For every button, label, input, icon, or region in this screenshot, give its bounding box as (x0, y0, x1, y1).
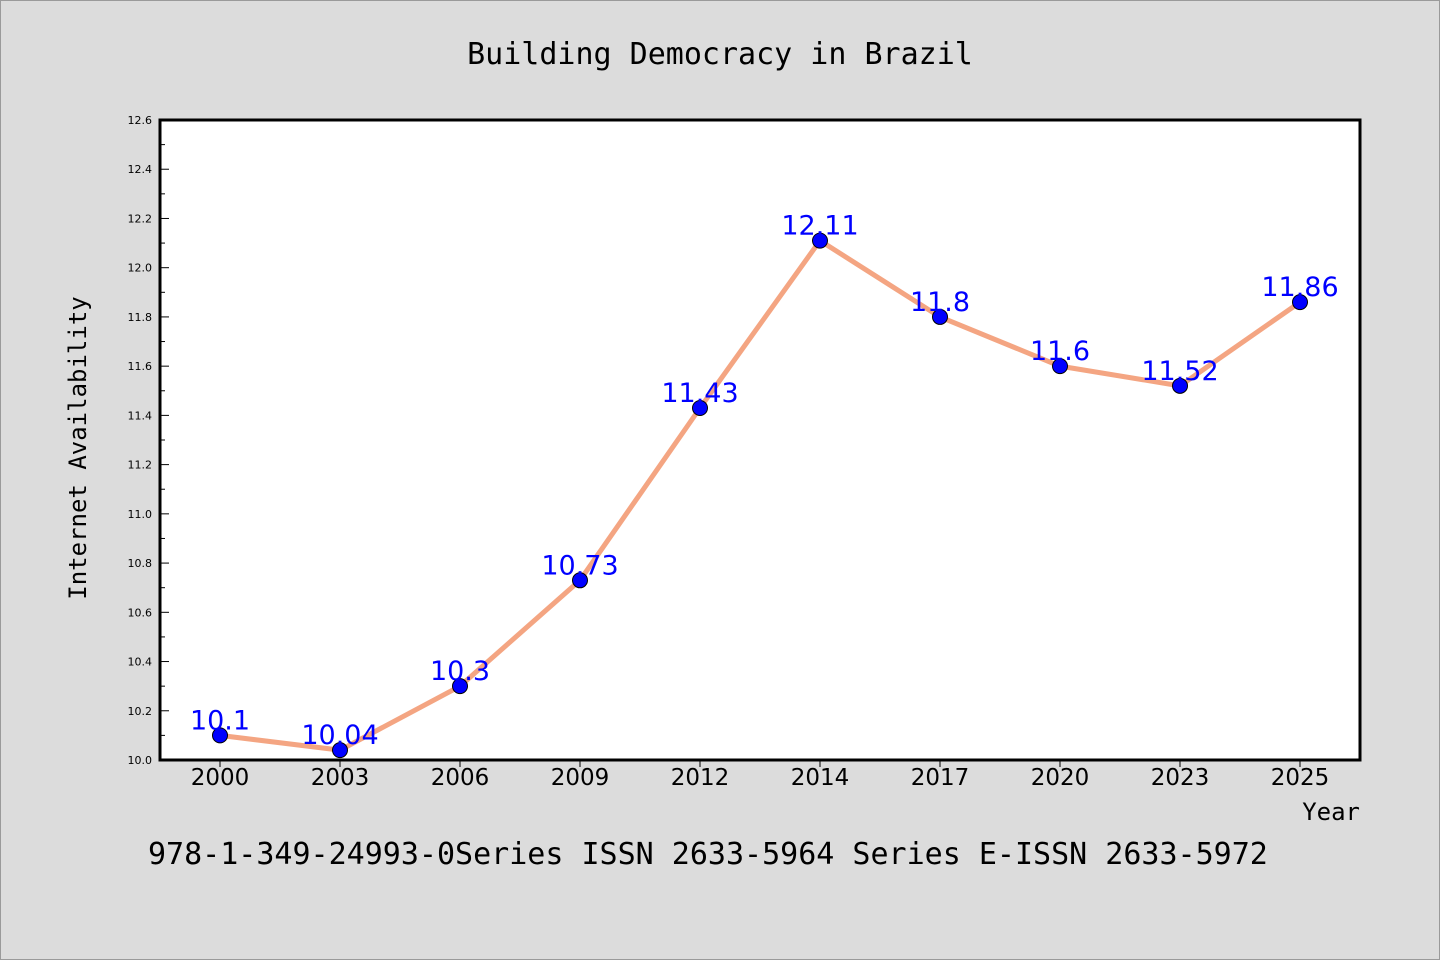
y-tick-label: 11.2 (128, 459, 153, 472)
x-tick-label: 2009 (551, 765, 610, 791)
y-tick-label: 10.0 (128, 754, 153, 767)
data-value-label: 10.3 (430, 656, 490, 687)
data-markers (212, 232, 1308, 759)
data-value-label: 10.04 (301, 720, 378, 751)
x-tick-label: 2006 (431, 765, 490, 791)
y-tick-label: 12.6 (128, 114, 153, 127)
isbn-issn-footer: 978-1-349-24993-0Series ISSN 2633-5964 S… (148, 837, 1268, 872)
x-tick-label: 2025 (1271, 765, 1330, 791)
y-tick-label: 12.0 (128, 262, 153, 275)
series-line-group (217, 238, 1303, 753)
data-point-marker (212, 727, 228, 744)
chart-title: Building Democracy in Brazil (467, 37, 973, 72)
data-value-label: 11.86 (1261, 272, 1338, 303)
y-tick-label: 10.6 (128, 606, 153, 619)
data-point-marker (452, 678, 468, 695)
series-line (217, 238, 1303, 753)
data-point-marker (1052, 358, 1068, 375)
y-tick-label: 10.8 (128, 557, 153, 570)
y-axis-title: Internet Availability (64, 296, 92, 599)
data-value-label: 11.6 (1030, 336, 1090, 367)
y-tick-label: 11.6 (128, 360, 153, 373)
data-value-label: 11.52 (1141, 356, 1218, 387)
x-tick-label: 2000 (191, 765, 250, 791)
y-axis-ticks: 10.0 10.2 10.4 10.6 10.8 11.0 11.2 11.4 11.6 11.8… (128, 114, 169, 767)
data-point-marker (812, 232, 828, 249)
x-axis-ticks: 2000 2003 2006 2009 2012 2014 2017 2020 2023 2025 (191, 760, 1330, 791)
data-point-marker (1172, 377, 1188, 394)
y-tick-label: 11.8 (128, 311, 153, 324)
y-tick-label: 11.0 (128, 508, 153, 521)
data-value-label: 12.11 (781, 211, 858, 242)
y-tick-label: 11.4 (128, 409, 153, 422)
plot-border (158, 118, 1362, 762)
y-tick-label: 12.4 (128, 163, 153, 176)
x-tick-label: 2017 (911, 765, 970, 791)
x-tick-label: 2012 (671, 765, 730, 791)
data-value-label: 10.73 (541, 550, 618, 581)
x-tick-label: 2014 (791, 765, 850, 791)
data-point-marker (932, 308, 948, 325)
y-tick-label: 10.2 (128, 705, 153, 718)
data-value-label: 11.8 (910, 287, 970, 318)
y-tick-label: 10.4 (128, 656, 153, 669)
data-point-marker (332, 742, 348, 759)
x-tick-label: 2020 (1031, 765, 1090, 791)
data-value-label: 11.43 (661, 378, 738, 409)
x-tick-label: 2023 (1151, 765, 1210, 791)
data-point-marker (1292, 294, 1308, 311)
data-point-marker (692, 400, 708, 416)
x-axis-title: Year (1302, 798, 1360, 826)
x-tick-label: 2003 (311, 765, 370, 791)
data-value-label: 10.1 (190, 705, 250, 736)
data-labels: 10.1 10.04 10.3 10.73 11.43 12.11 11.8 11.6 11.5… (190, 211, 1339, 752)
y-tick-label: 12.2 (128, 212, 153, 225)
plot-area (160, 120, 1360, 760)
data-point-marker (572, 572, 588, 589)
